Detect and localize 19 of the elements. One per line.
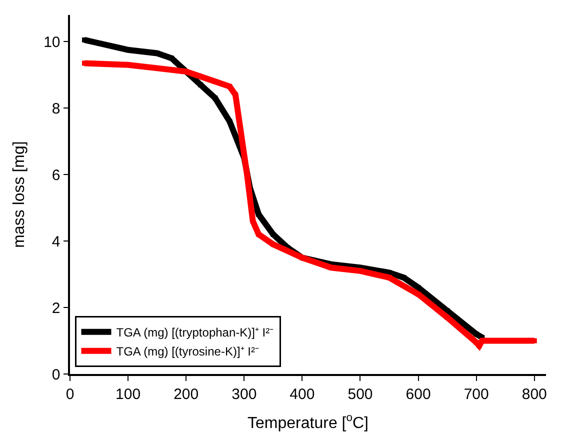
- x-tick-label: 600: [406, 386, 431, 403]
- x-tick-label: 300: [232, 386, 257, 403]
- legend-label: TGA (mg) [(tryptophan-K)]⁺ I²⁻: [116, 326, 274, 340]
- x-tick-label: 700: [464, 386, 489, 403]
- y-tick-label: 8: [52, 100, 60, 118]
- y-tick-label: 10: [44, 34, 60, 51]
- x-tick-label: 0: [66, 386, 74, 403]
- x-tick-label: 200: [174, 386, 199, 403]
- y-tick-label: 2: [52, 300, 60, 317]
- x-tick-label: 100: [116, 386, 141, 403]
- legend-label: TGA (mg) [(tyrosine-K)]⁺ I²⁻: [116, 344, 259, 358]
- y-tick-label: 6: [52, 166, 60, 184]
- y-tick-label: 4: [52, 233, 60, 250]
- y-tick-label: 0: [52, 366, 60, 384]
- x-axis-title: Temperature [$^{o}$C]: [248, 412, 368, 432]
- x-tick-label: 500: [348, 386, 373, 403]
- x-tick-label: 800: [522, 386, 547, 403]
- x-tick-label: 400: [290, 386, 315, 403]
- y-axis-title: mass loss [mg]: [10, 141, 28, 248]
